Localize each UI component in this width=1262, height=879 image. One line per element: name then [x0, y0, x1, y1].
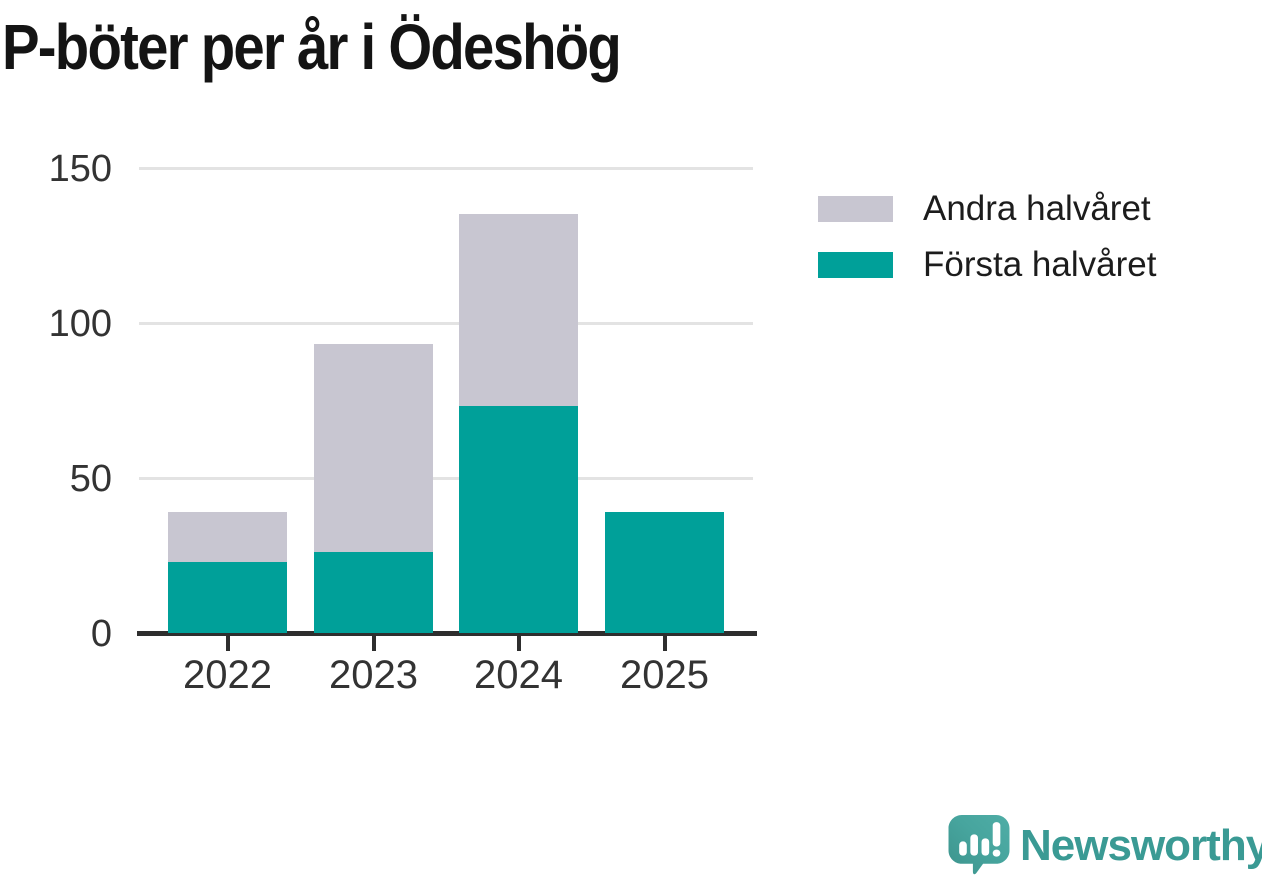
legend-label-andra-halvaret: Andra halvåret [923, 189, 1151, 228]
bar-segment-andra-2024 [459, 214, 578, 407]
newsworthy-wordmark: Newsworthy [1020, 820, 1262, 870]
legend-swatch-forsta-halvaret [818, 252, 893, 278]
y-tick-label-0: 0 [90, 613, 112, 655]
y-tick-label-100: 100 [48, 302, 112, 345]
bar-segment-andra-2022 [168, 511, 287, 562]
legend-label-forsta-halvaret: Första halvåret [923, 245, 1157, 284]
y-tick-label-150: 150 [48, 147, 112, 190]
newsworthy-logo-icon [948, 815, 1010, 875]
legend-item-andra-halvaret: Andra halvåret [818, 189, 1156, 228]
x-tick-label-2023: 2023 [329, 653, 418, 697]
x-tick-label-2024: 2024 [474, 653, 563, 697]
newsworthy-branding: Newsworthy [946, 814, 1262, 877]
bar-segment-första-2024 [459, 406, 578, 633]
bar-segment-första-2022 [168, 561, 287, 633]
legend: Andra halvåret Första halvåret [818, 189, 1156, 307]
bar-segment-första-2025 [605, 511, 724, 633]
y-tick-label-50: 50 [69, 457, 112, 500]
x-tick-mark-2024 [516, 636, 521, 651]
x-tick-mark-2023 [371, 636, 376, 651]
bar-segment-andra-2023 [314, 344, 433, 553]
gridline-50 [139, 477, 753, 481]
legend-swatch-andra-halvaret [818, 196, 893, 222]
bar-segment-första-2023 [314, 552, 433, 633]
x-tick-mark-2025 [662, 636, 667, 651]
legend-item-forsta-halvaret: Första halvåret [818, 245, 1156, 284]
x-axis-line [137, 631, 757, 636]
x-tick-mark-2022 [225, 636, 230, 651]
gridline-100 [139, 322, 753, 326]
x-tick-label-2022: 2022 [183, 653, 272, 697]
chart-title: P-böter per år i Ödeshög [2, 11, 622, 83]
gridline-150 [139, 167, 753, 171]
x-tick-label-2025: 2025 [620, 653, 709, 697]
